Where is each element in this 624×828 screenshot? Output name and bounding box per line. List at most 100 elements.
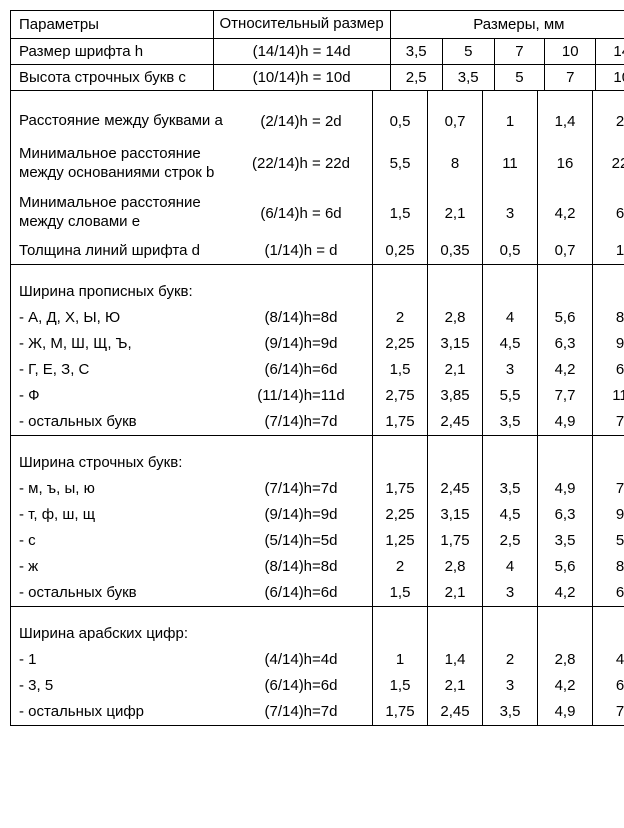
header-sizes-mm: Размеры, мм xyxy=(390,11,624,39)
group-row: Расстояние между буквами a(2/14)h = 2d0,… xyxy=(11,90,624,264)
table-row: Минимальное расстояние между словами e(6… xyxy=(11,188,624,238)
inner-table: Расстояние между буквами a(2/14)h = 2d0,… xyxy=(11,91,624,264)
param-cell: Высота строчных букв c xyxy=(11,64,214,90)
size-cell: 5 xyxy=(494,64,544,90)
size-cell: 7 xyxy=(593,699,624,725)
size-cell: 3 xyxy=(483,673,538,699)
size-cell: 3,5 xyxy=(442,64,494,90)
size-cell: 1 xyxy=(593,238,624,264)
size-cell: 22 xyxy=(593,139,624,189)
table-row: - остальных цифр(7/14)h=7d1,752,453,54,9… xyxy=(11,699,624,725)
size-cell: 8 xyxy=(428,139,483,189)
size-cell: 2 xyxy=(373,554,428,580)
param-cell: Минимальное расстояние между словами e xyxy=(11,188,230,238)
size-cell: 4 xyxy=(593,647,624,673)
size-cell: 1,4 xyxy=(538,105,593,139)
group-row: Ширина строчных букв:- м, ъ, ы, ю(7/14)h… xyxy=(11,435,624,606)
size-cell xyxy=(593,279,624,305)
size-cell: 6,3 xyxy=(538,331,593,357)
size-cell xyxy=(593,450,624,476)
size-cell: 5,6 xyxy=(538,554,593,580)
group-cell: Расстояние между буквами a(2/14)h = 2d0,… xyxy=(11,90,624,264)
font-parameters-table: Параметры Относительный размер Размеры, … xyxy=(10,10,624,726)
size-cell: 7 xyxy=(593,476,624,502)
relative-size-cell: (7/14)h=7d xyxy=(230,476,373,502)
size-cell xyxy=(483,621,538,647)
inner-table: Ширина строчных букв:- м, ъ, ы, ю(7/14)h… xyxy=(11,436,624,606)
header-row: Параметры Относительный размер Размеры, … xyxy=(11,11,624,39)
size-cell: 9 xyxy=(593,502,624,528)
size-cell: 5 xyxy=(593,528,624,554)
size-cell: 2,1 xyxy=(428,580,483,606)
size-cell: 2 xyxy=(483,647,538,673)
relative-size-cell: (8/14)h=8d xyxy=(230,305,373,331)
relative-size-cell: (7/14)h=7d xyxy=(230,409,373,435)
relative-size-cell xyxy=(230,450,373,476)
table-row: Толщина линий шрифта d(1/14)h = d0,250,3… xyxy=(11,238,624,264)
size-cell: 3,15 xyxy=(428,502,483,528)
param-cell: - с xyxy=(11,528,230,554)
size-cell: 7 xyxy=(494,38,544,64)
relative-size-cell: (6/14)h=6d xyxy=(230,357,373,383)
size-cell: 1,75 xyxy=(428,528,483,554)
size-cell: 7 xyxy=(593,409,624,435)
param-cell: - остальных цифр xyxy=(11,699,230,725)
size-cell xyxy=(483,279,538,305)
size-cell: 2,1 xyxy=(428,188,483,238)
relative-size-cell: (10/14)h = 10d xyxy=(213,64,390,90)
param-cell: Расстояние между буквами a xyxy=(11,105,230,139)
group-cell: Ширина прописных букв:- А, Д, X, Ы, Ю(8/… xyxy=(11,264,624,435)
size-cell: 1,5 xyxy=(373,580,428,606)
param-cell: - остальных букв xyxy=(11,409,230,435)
relative-size-cell: (5/14)h=5d xyxy=(230,528,373,554)
size-cell: 11 xyxy=(593,383,624,409)
size-cell: 4,5 xyxy=(483,331,538,357)
size-cell: 4,9 xyxy=(538,699,593,725)
size-cell: 7,7 xyxy=(538,383,593,409)
table-row: Высота строчных букв c(10/14)h = 10d2,53… xyxy=(11,64,624,90)
size-cell: 0,7 xyxy=(538,238,593,264)
size-cell: 3 xyxy=(483,188,538,238)
relative-size-cell xyxy=(230,621,373,647)
table-row: - Ж, М, Ш, Щ, Ъ,(9/14)h=9d2,253,154,56,3… xyxy=(11,331,624,357)
size-cell xyxy=(538,621,593,647)
inner-table: Ширина арабских цифр:- 1(4/14)h=4d11,422… xyxy=(11,607,624,725)
param-cell: Минимальное расстояние между основаниями… xyxy=(11,139,230,189)
group-row: Ширина арабских цифр:- 1(4/14)h=4d11,422… xyxy=(11,606,624,725)
size-cell: 1 xyxy=(483,105,538,139)
size-cell xyxy=(538,450,593,476)
relative-size-cell: (1/14)h = d xyxy=(230,238,373,264)
param-cell: - А, Д, X, Ы, Ю xyxy=(11,305,230,331)
size-cell: 2,1 xyxy=(428,357,483,383)
size-cell: 6 xyxy=(593,188,624,238)
size-cell xyxy=(428,279,483,305)
table-row: - с(5/14)h=5d1,251,752,53,55 xyxy=(11,528,624,554)
param-cell: - Ф xyxy=(11,383,230,409)
size-cell: 4,5 xyxy=(483,502,538,528)
table-row: - м, ъ, ы, ю(7/14)h=7d1,752,453,54,97 xyxy=(11,476,624,502)
size-cell: 1,75 xyxy=(373,409,428,435)
size-cell: 4,9 xyxy=(538,476,593,502)
group-row: Ширина прописных букв:- А, Д, X, Ы, Ю(8/… xyxy=(11,264,624,435)
table-body: Размер шрифта h(14/14)h = 14d3,5571014Вы… xyxy=(11,38,624,725)
table-row: Минимальное расстояние между основаниями… xyxy=(11,139,624,189)
inner-table: Ширина прописных букв:- А, Д, X, Ы, Ю(8/… xyxy=(11,265,624,435)
size-cell: 2,25 xyxy=(373,502,428,528)
size-cell: 2,8 xyxy=(538,647,593,673)
table-row: Ширина арабских цифр: xyxy=(11,621,624,647)
size-cell: 3,5 xyxy=(390,38,442,64)
size-cell: 1,4 xyxy=(428,647,483,673)
param-cell: - Ж, М, Ш, Щ, Ъ, xyxy=(11,331,230,357)
param-cell: - ж xyxy=(11,554,230,580)
size-cell: 3,85 xyxy=(428,383,483,409)
size-cell: 2,45 xyxy=(428,476,483,502)
size-cell: 3 xyxy=(483,357,538,383)
size-cell: 2,75 xyxy=(373,383,428,409)
size-cell: 8 xyxy=(593,305,624,331)
relative-size-cell: (6/14)h = 6d xyxy=(230,188,373,238)
param-cell: Ширина арабских цифр: xyxy=(11,621,230,647)
relative-size-cell: (7/14)h=7d xyxy=(230,699,373,725)
param-cell: Ширина строчных букв: xyxy=(11,450,230,476)
relative-size-cell xyxy=(230,279,373,305)
table-row: - ж(8/14)h=8d22,845,68 xyxy=(11,554,624,580)
